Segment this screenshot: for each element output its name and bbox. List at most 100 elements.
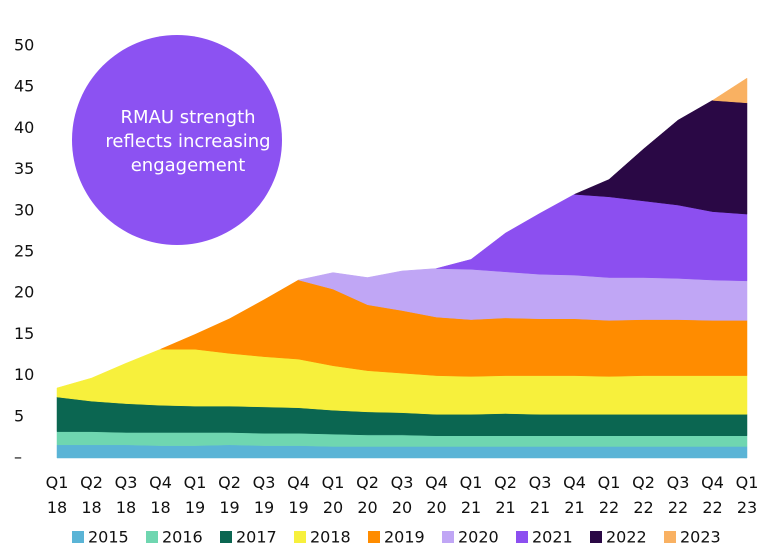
legend-swatch — [664, 531, 676, 543]
x-tick-line: 20 — [426, 498, 446, 517]
x-tick-line: 20 — [392, 498, 412, 517]
x-tick-line: 21 — [530, 498, 550, 517]
x-tick-line: 18 — [116, 498, 136, 517]
x-tick-line: Q3 — [667, 473, 690, 492]
x-tick-line: Q3 — [391, 473, 414, 492]
x-tick-label: Q3 21 — [529, 473, 552, 517]
x-tick-line: 23 — [737, 498, 757, 517]
x-tick-line: Q3 — [253, 473, 276, 492]
x-tick-label: Q4 21 — [563, 473, 586, 517]
legend-label: 2018 — [310, 528, 351, 547]
y-tick-label: 25 — [14, 242, 34, 261]
x-tick-line: 20 — [357, 498, 377, 517]
x-tick-label: Q1 19 — [184, 473, 207, 517]
legend-label: 2016 — [162, 528, 203, 547]
legend-label: 2023 — [680, 528, 721, 547]
x-tick-line: 19 — [185, 498, 205, 517]
x-tick-line: Q2 — [632, 473, 655, 492]
annotation-bubble — [72, 35, 282, 245]
x-tick-line: 18 — [47, 498, 67, 517]
x-tick-label: Q1 21 — [460, 473, 483, 517]
y-tick-label: 30 — [14, 200, 34, 219]
x-tick-label: Q2 22 — [632, 473, 655, 517]
x-tick-line: 22 — [599, 498, 619, 517]
legend-swatch — [590, 531, 602, 543]
x-tick-line: Q1 — [46, 473, 69, 492]
x-tick-line: Q1 — [184, 473, 207, 492]
y-tick-label: – — [14, 448, 22, 467]
x-tick-line: Q4 — [425, 473, 448, 492]
x-tick-label: Q1 20 — [322, 473, 345, 517]
legend-label: 2019 — [384, 528, 425, 547]
x-tick-line: 18 — [150, 498, 170, 517]
x-tick-label: Q1 18 — [46, 473, 69, 517]
x-tick-label: Q3 20 — [391, 473, 414, 517]
y-tick-label: 40 — [14, 118, 34, 137]
area — [56, 444, 748, 459]
x-tick-line: 18 — [81, 498, 101, 517]
x-tick-label: Q2 19 — [218, 473, 241, 517]
x-tick-line: Q4 — [287, 473, 310, 492]
x-tick-label: Q2 20 — [356, 473, 379, 517]
legend-swatch — [72, 531, 84, 543]
x-tick-label: Q4 22 — [701, 473, 724, 517]
legend-label: 2021 — [532, 528, 573, 547]
x-tick-label: Q2 18 — [80, 473, 103, 517]
annotation-text: engagement — [131, 155, 246, 176]
x-tick-line: 21 — [564, 498, 584, 517]
legend-swatch — [368, 531, 380, 543]
x-tick-line: Q3 — [529, 473, 552, 492]
legend-swatch — [516, 531, 528, 543]
x-tick-line: Q4 — [149, 473, 172, 492]
legend-swatch — [146, 531, 158, 543]
x-tick-line: 19 — [288, 498, 308, 517]
x-tick-line: Q1 — [736, 473, 759, 492]
x-tick-label: Q1 22 — [598, 473, 621, 517]
annotation-text: reflects increasing — [105, 131, 270, 152]
x-tick-line: Q4 — [701, 473, 724, 492]
y-tick-label: 10 — [14, 365, 34, 384]
x-tick-line: Q4 — [563, 473, 586, 492]
x-tick-line: Q1 — [460, 473, 483, 492]
y-tick-label: 20 — [14, 283, 34, 302]
legend-swatch — [294, 531, 306, 543]
area — [574, 100, 748, 215]
x-tick-line: Q1 — [322, 473, 345, 492]
x-tick-line: 22 — [702, 498, 722, 517]
legend-label: 2022 — [606, 528, 647, 547]
x-tick-label: Q4 18 — [149, 473, 172, 517]
x-tick-line: Q2 — [80, 473, 103, 492]
x-tick-line: Q3 — [115, 473, 138, 492]
area — [711, 77, 748, 104]
x-tick-line: 22 — [668, 498, 688, 517]
x-tick-line: 22 — [633, 498, 653, 517]
x-tick-line: 21 — [461, 498, 481, 517]
area — [436, 194, 748, 282]
legend-swatch — [220, 531, 232, 543]
legend-label: 2015 — [88, 528, 129, 547]
x-tick-label: Q4 20 — [425, 473, 448, 517]
x-tick-label: Q4 19 — [287, 473, 310, 517]
x-tick-label: Q1 23 — [736, 473, 759, 517]
legend-label: 2020 — [458, 528, 499, 547]
legend-label: 2017 — [236, 528, 277, 547]
x-tick-line: Q2 — [494, 473, 517, 492]
annotation-text: RMAU strength — [120, 107, 255, 128]
x-tick-label: Q3 18 — [115, 473, 138, 517]
x-tick-line: Q2 — [218, 473, 241, 492]
x-tick-line: 20 — [323, 498, 343, 517]
x-tick-label: Q2 21 — [494, 473, 517, 517]
y-tick-label: 5 — [14, 406, 24, 425]
x-tick-line: 19 — [219, 498, 239, 517]
legend-swatch — [442, 531, 454, 543]
x-tick-label: Q3 22 — [667, 473, 690, 517]
y-tick-label: 35 — [14, 159, 34, 178]
x-tick-line: Q2 — [356, 473, 379, 492]
x-tick-line: 19 — [254, 498, 274, 517]
y-tick-label: 50 — [14, 36, 34, 55]
x-tick-line: Q1 — [598, 473, 621, 492]
y-tick-label: 45 — [14, 77, 34, 96]
y-tick-label: 15 — [14, 324, 34, 343]
x-tick-label: Q3 19 — [253, 473, 276, 517]
